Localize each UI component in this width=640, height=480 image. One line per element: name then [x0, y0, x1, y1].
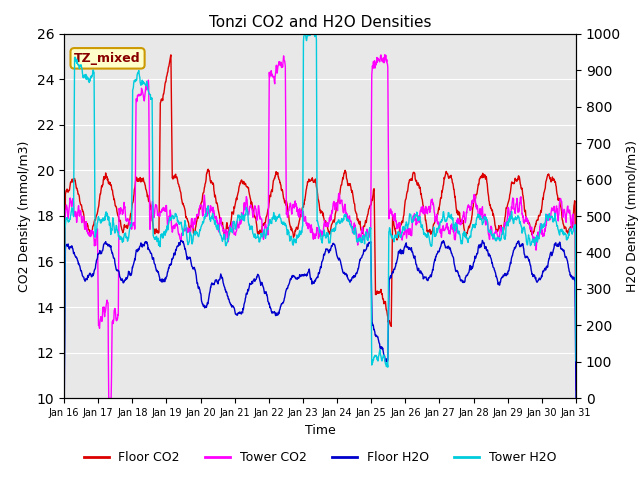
Y-axis label: CO2 Density (mmol/m3): CO2 Density (mmol/m3)	[18, 140, 31, 292]
Line: Floor CO2: Floor CO2	[64, 55, 576, 398]
Floor H2O	[572, 396, 580, 401]
Tower H2O	[572, 358, 580, 364]
Tower CO2	[289, 206, 296, 212]
Tower CO2	[298, 214, 305, 219]
Tower CO2	[121, 204, 129, 209]
Tower H2O	[277, 218, 285, 224]
Tower H2O	[120, 231, 128, 237]
Floor H2O	[297, 273, 305, 279]
Title: Tonzi CO2 and H2O Densities: Tonzi CO2 and H2O Densities	[209, 15, 431, 30]
Floor H2O	[351, 274, 359, 279]
Y-axis label: H2O Density (mmol/m3): H2O Density (mmol/m3)	[627, 140, 639, 292]
Line: Tower CO2: Tower CO2	[64, 55, 576, 398]
Floor CO2	[100, 176, 108, 181]
Floor CO2	[352, 209, 360, 215]
Floor H2O	[288, 274, 296, 279]
Floor CO2	[289, 228, 296, 234]
Floor H2O	[479, 238, 486, 243]
Text: TZ_mixed: TZ_mixed	[74, 52, 141, 65]
Line: Floor H2O: Floor H2O	[64, 240, 576, 398]
Floor H2O	[60, 396, 68, 401]
X-axis label: Time: Time	[305, 424, 335, 437]
Tower CO2	[572, 387, 580, 393]
Tower CO2	[278, 65, 285, 71]
Floor CO2	[60, 396, 68, 401]
Tower CO2	[100, 308, 108, 313]
Floor H2O	[100, 242, 108, 248]
Floor H2O	[120, 277, 128, 283]
Floor CO2	[120, 222, 128, 228]
Tower CO2	[60, 378, 68, 384]
Tower H2O	[301, 31, 308, 36]
Tower CO2	[381, 52, 388, 58]
Floor H2O	[277, 301, 285, 307]
Floor CO2	[572, 354, 580, 360]
Line: Tower H2O: Tower H2O	[64, 34, 576, 398]
Floor CO2	[278, 188, 285, 193]
Tower H2O	[352, 229, 360, 235]
Tower H2O	[100, 218, 108, 224]
Tower CO2	[352, 227, 360, 233]
Tower H2O	[297, 228, 305, 234]
Tower H2O	[288, 237, 296, 242]
Tower H2O	[60, 396, 68, 401]
Tower CO2	[105, 396, 113, 401]
Legend: Floor CO2, Tower CO2, Floor H2O, Tower H2O: Floor CO2, Tower CO2, Floor H2O, Tower H…	[79, 446, 561, 469]
Floor CO2	[298, 209, 305, 215]
Floor CO2	[167, 52, 175, 58]
